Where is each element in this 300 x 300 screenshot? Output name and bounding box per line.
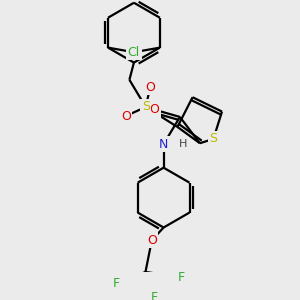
Text: H: H (179, 139, 188, 149)
Text: N: N (159, 138, 168, 151)
Text: O: O (147, 234, 157, 247)
Text: O: O (121, 110, 131, 123)
Text: O: O (145, 81, 155, 94)
Text: F: F (151, 291, 158, 300)
Text: F: F (113, 277, 120, 290)
Text: F: F (178, 271, 185, 284)
Text: S: S (142, 100, 150, 113)
Text: O: O (150, 103, 160, 116)
Text: S: S (209, 133, 217, 146)
Text: Cl: Cl (127, 46, 140, 59)
Text: Cl: Cl (128, 46, 141, 59)
